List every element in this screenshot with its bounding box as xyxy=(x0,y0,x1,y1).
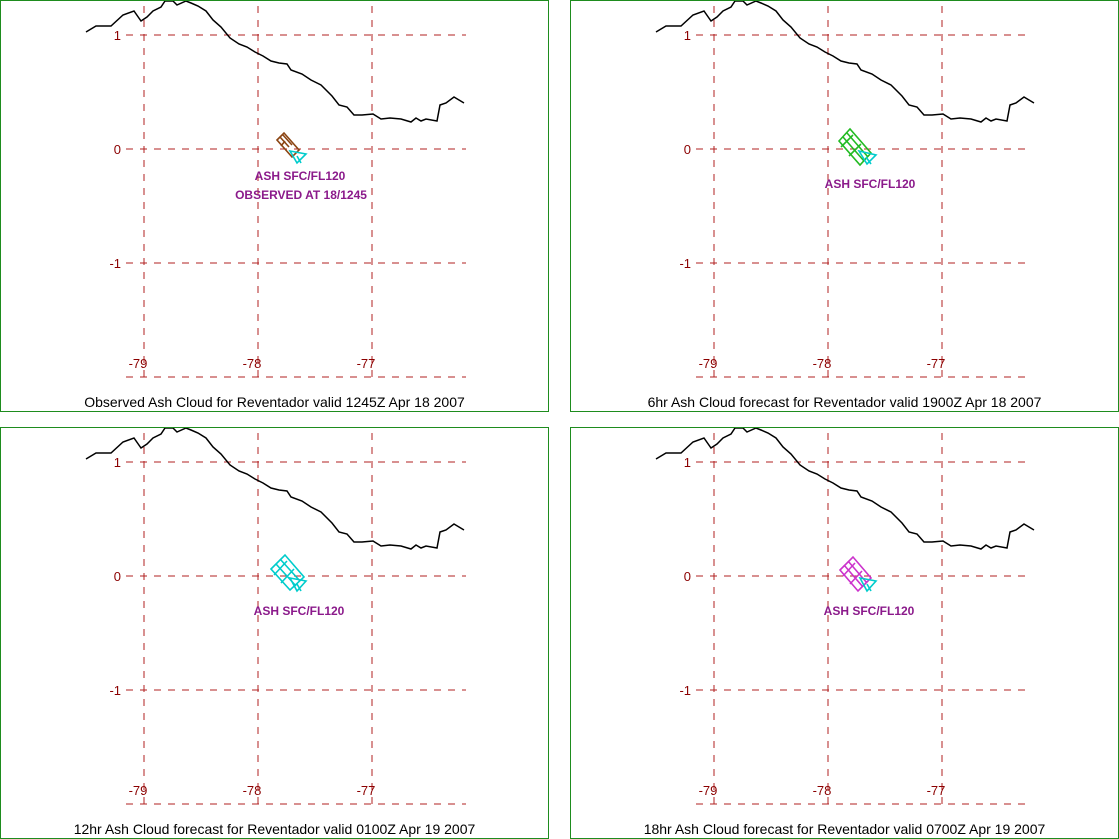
lon-tick-79: -79 xyxy=(699,356,718,371)
lat-tick-neg1: -1 xyxy=(679,256,691,271)
coastline xyxy=(655,428,1035,550)
grid xyxy=(696,433,1030,805)
vent-arrow-icon xyxy=(288,576,308,593)
grid xyxy=(126,6,466,378)
lat-tick-neg1: -1 xyxy=(109,683,121,698)
lon-tick-77: -77 xyxy=(927,356,946,371)
lon-tick-77: -77 xyxy=(357,783,376,798)
lon-tick-78: -78 xyxy=(243,783,262,798)
map-panel-6hr: 1 0 -1 -79 -78 -77 ASH SFC/FL120 6hr Ash… xyxy=(570,0,1119,412)
ash-cloud-polygon-icon xyxy=(838,555,873,593)
map-canvas: 1 0 -1 -79 -78 -77 ASH SFC/FL120 OBSERVE… xyxy=(85,1,466,378)
coastline xyxy=(85,1,465,123)
grid xyxy=(126,433,466,805)
panel-caption: 12hr Ash Cloud forecast for Reventador v… xyxy=(73,821,476,837)
panel-caption: 6hr Ash Cloud forecast for Reventador va… xyxy=(647,394,1042,410)
lon-tick-79: -79 xyxy=(699,783,718,798)
lon-tick-77: -77 xyxy=(927,783,946,798)
lon-tick-79: -79 xyxy=(129,783,148,798)
lat-tick-1: 1 xyxy=(114,455,121,470)
panel-caption: Observed Ash Cloud for Reventador valid … xyxy=(84,394,465,410)
lon-tick-79: -79 xyxy=(129,356,148,371)
coastline xyxy=(85,428,465,550)
ash-label: ASH SFC/FL120 xyxy=(254,604,345,618)
observed-label: OBSERVED AT 18/1245 xyxy=(235,188,367,202)
lat-tick-neg1: -1 xyxy=(679,683,691,698)
lon-tick-78: -78 xyxy=(243,356,262,371)
ash-cloud-polygon-icon xyxy=(269,553,306,592)
lat-tick-1: 1 xyxy=(114,28,121,43)
ash-cloud-polygon-icon xyxy=(837,127,873,167)
grid xyxy=(696,6,1030,378)
map-canvas: 1 0 -1 -79 -78 -77 ASH SFC/FL120 xyxy=(655,428,1035,805)
ash-label: ASH SFC/FL120 xyxy=(825,177,916,191)
panel-caption: 18hr Ash Cloud forecast for Reventador v… xyxy=(643,821,1046,837)
ash-cloud-polygon-icon xyxy=(275,131,301,159)
lat-tick-1: 1 xyxy=(684,28,691,43)
map-canvas: 1 0 -1 -79 -78 -77 ASH SFC/FL120 xyxy=(85,428,466,805)
coastline xyxy=(655,1,1035,123)
lon-tick-78: -78 xyxy=(813,783,832,798)
vent-arrow-icon xyxy=(858,576,878,593)
map-panel-18hr: 1 0 -1 -79 -78 -77 ASH SFC/FL120 18hr As… xyxy=(570,427,1119,839)
lat-tick-0: 0 xyxy=(114,569,121,584)
map-panel-12hr: 1 0 -1 -79 -78 -77 ASH SFC/FL120 12hr As… xyxy=(0,427,549,839)
vent-arrow-icon xyxy=(857,149,878,166)
lat-tick-0: 0 xyxy=(114,142,121,157)
lon-tick-77: -77 xyxy=(357,356,376,371)
vent-arrow-icon xyxy=(288,149,308,165)
map-canvas: 1 0 -1 -79 -78 -77 ASH SFC/FL120 xyxy=(655,1,1035,378)
lon-tick-78: -78 xyxy=(813,356,832,371)
lat-tick-0: 0 xyxy=(684,569,691,584)
map-panel-observed: 1 0 -1 -79 -78 -77 ASH SFC/FL120 OBSERVE… xyxy=(0,0,549,412)
ash-label: ASH SFC/FL120 xyxy=(824,604,915,618)
lat-tick-0: 0 xyxy=(684,142,691,157)
ash-label: ASH SFC/FL120 xyxy=(255,169,346,183)
lat-tick-1: 1 xyxy=(684,455,691,470)
lat-tick-neg1: -1 xyxy=(109,256,121,271)
